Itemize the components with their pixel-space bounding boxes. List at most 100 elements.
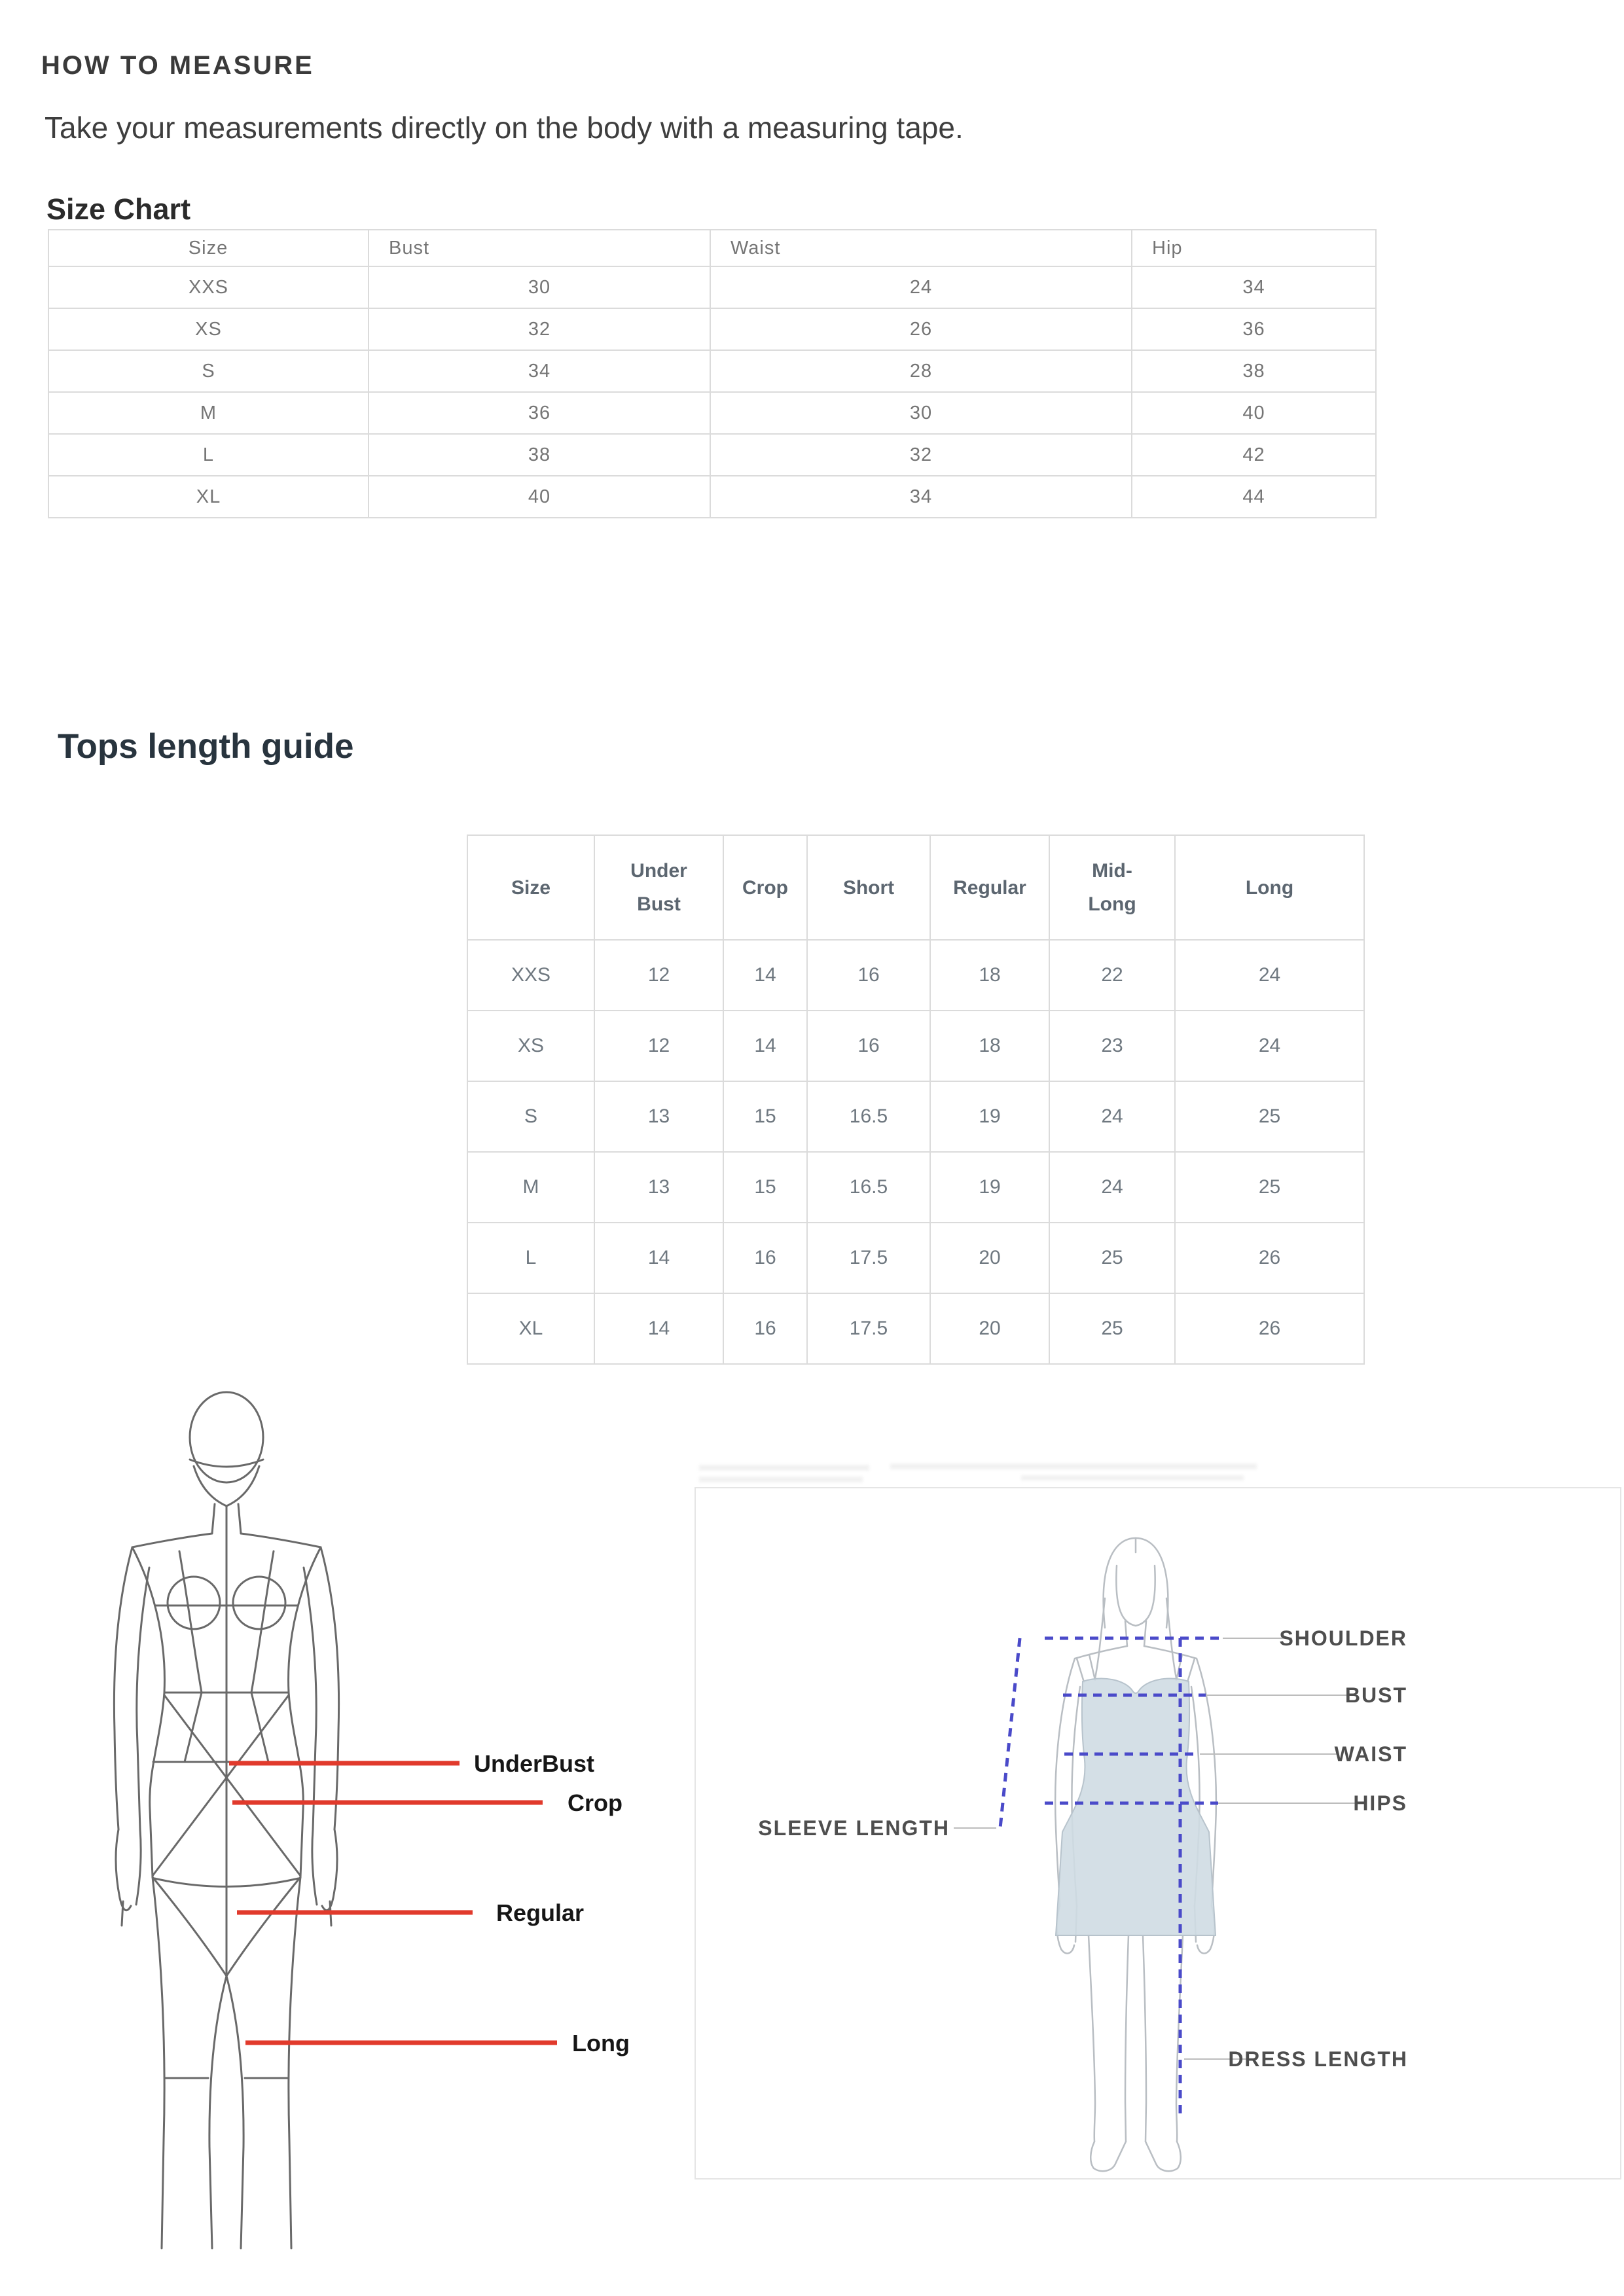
table-cell: 19 bbox=[929, 1081, 1050, 1153]
column-header-under-bust: Under Bust bbox=[594, 834, 724, 941]
table-cell: 32 bbox=[710, 433, 1132, 476]
table-cell: 25 bbox=[1174, 1151, 1365, 1223]
table-cell: 22 bbox=[1049, 939, 1176, 1011]
table-cell: 24 bbox=[1174, 1010, 1365, 1082]
tops-length-diagram: UnderBust Crop Regular Long bbox=[113, 1391, 630, 2250]
column-header-size: Size bbox=[48, 229, 369, 267]
dress-shape bbox=[1055, 1677, 1217, 1936]
table-cell: 16 bbox=[806, 939, 931, 1011]
table-cell: 24 bbox=[1049, 1151, 1176, 1223]
crop-label: Crop bbox=[568, 1789, 623, 1816]
table-row: XL 14 16 17.5 20 25 26 bbox=[467, 1293, 1365, 1365]
table-cell: 16 bbox=[806, 1010, 931, 1082]
table-cell: XS bbox=[48, 308, 369, 351]
table-cell: XXS bbox=[48, 266, 369, 309]
table-cell: 14 bbox=[594, 1293, 724, 1365]
table-cell: 14 bbox=[723, 939, 808, 1011]
table-cell: L bbox=[48, 433, 369, 476]
dress-measure-diagram: SHOULDER BUST WAIST HIPS SLEEVE LENGTH D… bbox=[695, 1487, 1621, 2179]
table-cell: S bbox=[467, 1081, 595, 1153]
table-cell: 14 bbox=[723, 1010, 808, 1082]
table-row: XXS 30 24 34 bbox=[48, 266, 1377, 309]
table-cell: 17.5 bbox=[806, 1293, 931, 1365]
size-chart-table: Size Bust Waist Hip XXS 30 24 34 XS 32 26 36 S… bbox=[48, 229, 1377, 518]
table-cell: S bbox=[48, 350, 369, 393]
artifact-smudge bbox=[1021, 1475, 1244, 1480]
table-row: L 38 32 42 bbox=[48, 433, 1377, 476]
table-cell: XS bbox=[467, 1010, 595, 1082]
table-cell: 34 bbox=[368, 350, 711, 393]
table-row: S 13 15 16.5 19 24 25 bbox=[467, 1081, 1365, 1153]
label-leader-lines bbox=[954, 1638, 1356, 2060]
column-header-hip: Hip bbox=[1131, 229, 1377, 267]
waist-label: WAIST bbox=[1335, 1742, 1407, 1766]
table-cell: 38 bbox=[368, 433, 711, 476]
table-cell: 16 bbox=[723, 1293, 808, 1365]
long-label: Long bbox=[572, 2030, 630, 2056]
table-row: S 34 28 38 bbox=[48, 350, 1377, 393]
table-cell: 19 bbox=[929, 1151, 1050, 1223]
table-cell: XL bbox=[467, 1293, 595, 1365]
table-cell: 34 bbox=[1131, 266, 1377, 309]
dress-length-label: DRESS LENGTH bbox=[1228, 2047, 1408, 2071]
table-row: M 36 30 40 bbox=[48, 391, 1377, 435]
table-cell: 23 bbox=[1049, 1010, 1176, 1082]
table-cell: 42 bbox=[1131, 433, 1377, 476]
table-row: M 13 15 16.5 19 24 25 bbox=[467, 1151, 1365, 1223]
length-measure-lines bbox=[229, 1761, 557, 2045]
table-cell: 28 bbox=[710, 350, 1132, 393]
croquis-figure-outline bbox=[113, 1391, 340, 2250]
table-cell: 32 bbox=[368, 308, 711, 351]
page-title: HOW TO MEASURE bbox=[41, 51, 314, 80]
table-cell: 18 bbox=[929, 1010, 1050, 1082]
table-cell: 13 bbox=[594, 1151, 724, 1223]
table-cell: 16.5 bbox=[806, 1081, 931, 1153]
table-cell: XL bbox=[48, 475, 369, 518]
table-cell: 12 bbox=[594, 939, 724, 1011]
artifact-smudge bbox=[699, 1465, 869, 1471]
table-cell: 24 bbox=[710, 266, 1132, 309]
table-cell: 15 bbox=[723, 1151, 808, 1223]
table-cell: 16.5 bbox=[806, 1151, 931, 1223]
table-cell: 30 bbox=[368, 266, 711, 309]
artifact-smudge bbox=[890, 1463, 1257, 1469]
table-cell: 12 bbox=[594, 1010, 724, 1082]
table-cell: 40 bbox=[368, 475, 711, 518]
measure-dash-lines bbox=[998, 1636, 1223, 2117]
table-cell: 34 bbox=[710, 475, 1132, 518]
table-cell: 18 bbox=[929, 939, 1050, 1011]
table-cell: 20 bbox=[929, 1222, 1050, 1294]
table-header-row: Size Bust Waist Hip bbox=[48, 229, 1377, 267]
table-cell: M bbox=[48, 391, 369, 435]
table-cell: 15 bbox=[723, 1081, 808, 1153]
table-header-row: Size Under Bust Crop Short Regular Mid- … bbox=[467, 834, 1365, 941]
table-cell: 25 bbox=[1049, 1293, 1176, 1365]
table-cell: 44 bbox=[1131, 475, 1377, 518]
sleeve-length-label: SLEEVE LENGTH bbox=[758, 1816, 950, 1840]
table-cell: 30 bbox=[710, 391, 1132, 435]
table-row: XL 40 34 44 bbox=[48, 475, 1377, 518]
shoulder-label: SHOULDER bbox=[1279, 1626, 1407, 1650]
sleeve-dash-line bbox=[998, 1638, 1022, 1829]
table-cell: 24 bbox=[1174, 939, 1365, 1011]
tops-length-guide-heading: Tops length guide bbox=[58, 727, 354, 766]
column-header-long: Long bbox=[1174, 834, 1365, 941]
table-cell: 26 bbox=[710, 308, 1132, 351]
measure-instructions: Take your measurements directly on the b… bbox=[45, 111, 964, 145]
table-cell: 38 bbox=[1131, 350, 1377, 393]
diagram-border bbox=[695, 1487, 1621, 2179]
table-cell: 16 bbox=[723, 1222, 808, 1294]
dress-figure-outline bbox=[1054, 1537, 1218, 2172]
table-cell: 17.5 bbox=[806, 1222, 931, 1294]
artifact-smudge bbox=[699, 1477, 863, 1482]
tops-length-guide-table: Size Under Bust Crop Short Regular Mid- … bbox=[467, 834, 1365, 1365]
table-cell: 36 bbox=[1131, 308, 1377, 351]
underbust-label: UnderBust bbox=[474, 1750, 594, 1777]
column-header-mid-long: Mid- Long bbox=[1049, 834, 1176, 941]
table-cell: 24 bbox=[1049, 1081, 1176, 1153]
table-cell: L bbox=[467, 1222, 595, 1294]
table-cell: 25 bbox=[1174, 1081, 1365, 1153]
table-cell: 26 bbox=[1174, 1222, 1365, 1294]
table-cell: M bbox=[467, 1151, 595, 1223]
